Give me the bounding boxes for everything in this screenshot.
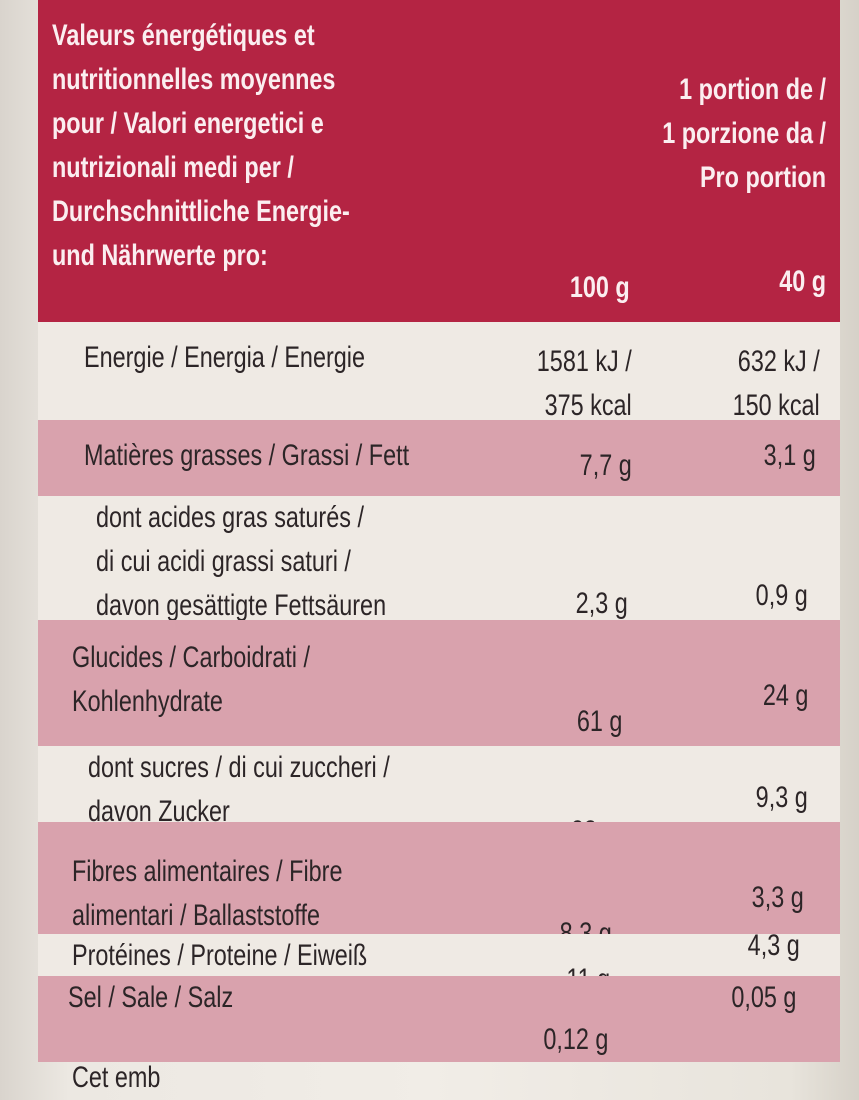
column-portion: 40 g: [779, 265, 826, 298]
footer-text: Cet emb: [72, 1061, 161, 1094]
table-row-fibre: Fibres alimentaires / Fibre alimentari /…: [38, 822, 840, 950]
row-per100: 1581 kJ / 375 kcal: [537, 345, 632, 422]
row-portion: 632 kJ / 150 kcal: [732, 345, 820, 422]
table-row-salt: Sel / Sale / Salz 0,12 g 0,05 g: [38, 976, 840, 1062]
row-portion: 4,3 g: [747, 929, 800, 962]
row-name: Fibres alimentaires / Fibre alimentari /…: [72, 855, 343, 932]
row-per100: 61 g: [576, 705, 622, 738]
row-per100: 2,3 g: [575, 587, 628, 620]
table-row-protein: Protéines / Proteine / Eiweiß 11 g 4,3 g: [38, 929, 840, 996]
row-per100: 0,12 g: [542, 1023, 608, 1056]
table-row-energy: Energie / Energia / Energie 1581 kJ / 37…: [38, 322, 840, 422]
row-name: Matières grasses / Grassi / Fett: [84, 439, 410, 472]
row-name: Sel / Sale / Salz: [68, 981, 234, 1014]
portion-label: 1 portion de / 1 porzione da / Pro porti…: [662, 73, 826, 194]
table-row-carbohydrates: Glucides / Carboidrati / Kohlenhydrate 6…: [38, 620, 840, 746]
nutrition-label: Valeurs énergétiques et nutritionnelles …: [38, 0, 840, 1094]
table-row-fat: Matières grasses / Grassi / Fett 7,7 g 3…: [38, 420, 840, 496]
row-portion: 24 g: [762, 679, 808, 712]
row-name: Energie / Energia / Energie: [84, 341, 365, 374]
row-name: dont sucres / di cui zuccheri / davon Zu…: [88, 751, 390, 828]
row-portion: 3,1 g: [763, 439, 816, 472]
row-portion: 3,3 g: [751, 881, 804, 914]
header-title: Valeurs énergétiques et nutritionnelles …: [52, 19, 350, 272]
table-row-sugars: dont sucres / di cui zuccheri / davon Zu…: [38, 746, 840, 848]
row-name: Protéines / Proteine / Eiweiß: [72, 939, 368, 972]
row-name: dont acides gras saturés / di cui acidi …: [96, 501, 387, 622]
table-row-saturated: dont acides gras saturés / di cui acidi …: [38, 496, 840, 622]
row-name: Glucides / Carboidrati / Kohlenhydrate: [72, 641, 311, 718]
row-portion: 0,9 g: [755, 579, 808, 612]
row-per100: 7,7 g: [579, 449, 632, 482]
row-portion: 0,05 g: [730, 981, 796, 1014]
row-portion: 9,3 g: [755, 781, 808, 814]
table-header: Valeurs énergétiques et nutritionnelles …: [38, 0, 840, 322]
column-100g: 100 g: [570, 271, 630, 304]
